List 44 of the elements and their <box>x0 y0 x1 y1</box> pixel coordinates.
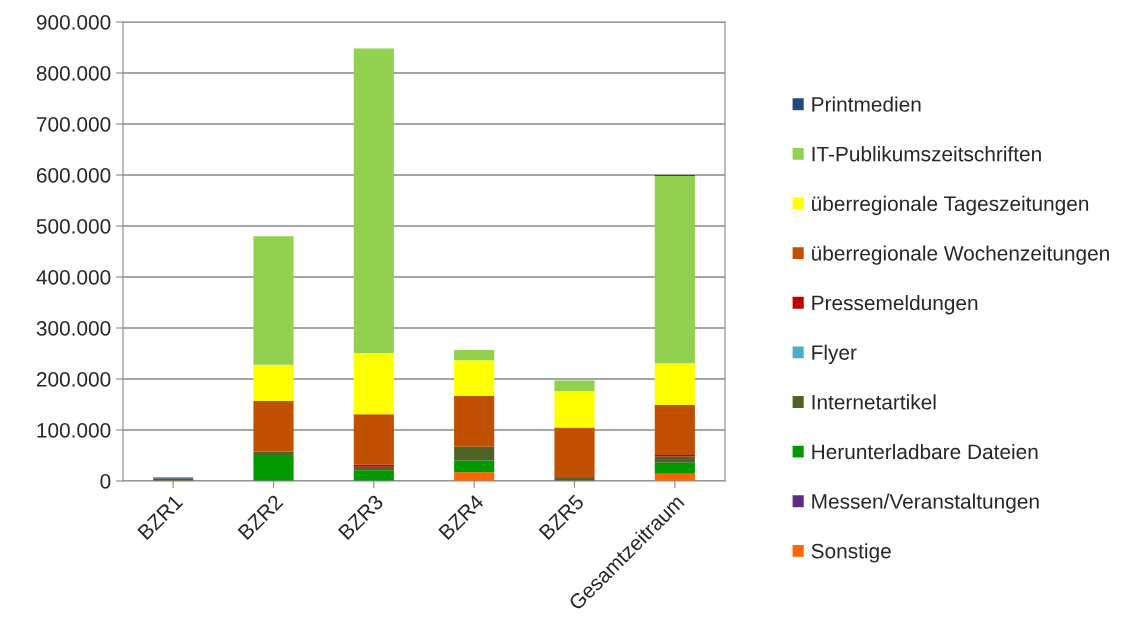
bar <box>554 391 595 428</box>
y-tick-label: 900.000 <box>36 15 111 30</box>
y-tick-label: 400.000 <box>36 270 111 285</box>
bar <box>454 395 495 447</box>
y-tick-label: 800.000 <box>36 66 111 81</box>
bar <box>654 363 695 406</box>
legend-label: Pressemeldungen <box>812 295 978 315</box>
legend-label: Messen/Veranstaltungen <box>812 493 1039 513</box>
bar <box>253 364 294 401</box>
y-tick-label: 300.000 <box>36 321 111 336</box>
bar <box>353 414 394 465</box>
y-tick-label: 700.000 <box>36 117 111 132</box>
bar <box>353 48 394 353</box>
bar <box>454 360 495 396</box>
bar <box>554 380 595 392</box>
bar <box>554 427 595 478</box>
bar <box>353 470 394 481</box>
legend-label: Herunterladbare Dateien <box>812 443 1038 460</box>
y-tick-label: 100.000 <box>37 423 111 438</box>
legend-label: IT-Publikumszeitschriften <box>812 146 1041 162</box>
legend-label: Sonstige <box>811 543 891 563</box>
bar <box>454 472 495 481</box>
y-tick-label: 200.000 <box>36 372 111 387</box>
bar <box>654 176 695 364</box>
bar <box>654 462 695 474</box>
legend-label: Flyer <box>812 344 857 365</box>
bar <box>253 451 294 455</box>
legend-label: überregionale Tageszeitungen <box>812 195 1089 216</box>
bar <box>253 236 294 365</box>
y-tick-label: 0 <box>100 474 111 489</box>
y-tick-label: 600.000 <box>36 168 111 183</box>
legend-label: überregionale Wochenzeitungen <box>812 245 1109 265</box>
bar <box>253 454 294 481</box>
y-tick-label: 500.000 <box>36 219 111 234</box>
bar <box>654 405 695 455</box>
bar <box>454 460 495 473</box>
bar <box>454 446 495 461</box>
bar <box>353 352 394 415</box>
bar <box>654 456 695 463</box>
bar <box>353 464 394 467</box>
legend-label: Printmedien <box>812 96 921 112</box>
bar <box>253 400 294 452</box>
legend-label: Internetartikel <box>812 394 936 410</box>
bar <box>454 349 495 361</box>
